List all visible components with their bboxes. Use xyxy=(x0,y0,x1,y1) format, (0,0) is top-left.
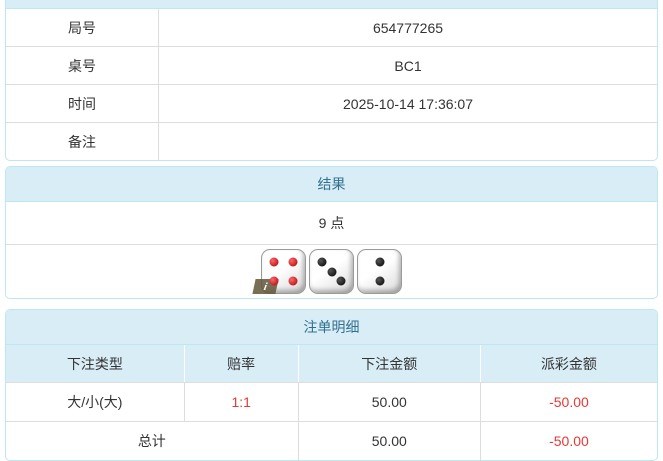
die-icon: i xyxy=(252,249,306,294)
bet-details-title: 注单明细 xyxy=(6,310,657,345)
dice-row: i xyxy=(6,244,657,298)
time-value: 2025-10-14 17:36:07 xyxy=(343,95,473,112)
total-row: 总计 50.00 -50.00 xyxy=(6,421,657,460)
col-bet-amount: 下注金额 xyxy=(297,345,480,382)
result-points: 9 点 xyxy=(318,215,345,231)
payout-amount-value: -50.00 xyxy=(479,383,657,421)
round-id-value: 654777265 xyxy=(372,19,444,36)
table-header-strip xyxy=(6,0,657,9)
result-panel-title: 结果 xyxy=(6,167,657,202)
col-bet-type: 下注类型 xyxy=(66,355,123,372)
result-panel: 结果 9 点 i xyxy=(5,166,658,299)
die-icon xyxy=(357,249,402,294)
remark-value xyxy=(159,123,657,160)
time-label: 时间 xyxy=(6,85,159,122)
odds-value: 1:1 xyxy=(183,383,298,421)
bet-table-header: 下注类型 赔率 下注金额 派彩金额 xyxy=(6,345,657,383)
total-payout-amount: -50.00 xyxy=(479,422,657,460)
round-id-label: 局号 xyxy=(6,9,159,46)
col-odds: 赔率 xyxy=(183,345,298,382)
remark-label: 备注 xyxy=(6,123,159,160)
bet-amount-value: 50.00 xyxy=(297,383,480,421)
bet-details-panel: 注单明细 下注类型 赔率 下注金额 派彩金额 大/小(大) 1:1 50.00 … xyxy=(5,309,658,461)
bet-row: 大/小(大) 1:1 50.00 -50.00 xyxy=(6,383,657,421)
round-info-panel: 局号 654777265 桌号 BC1 时间 2025-10-14 17:36:… xyxy=(5,0,658,161)
table-row: 桌号 BC1 xyxy=(6,46,657,84)
table-row: 局号 654777265 xyxy=(6,9,657,46)
table-row: 时间 2025-10-14 17:36:07 xyxy=(6,84,657,122)
total-bet-amount: 50.00 xyxy=(297,422,480,460)
table-id-value: BC1 xyxy=(394,57,422,74)
table-id-label: 桌号 xyxy=(6,47,159,84)
total-label: 总计 xyxy=(137,433,166,449)
col-payout-amount: 派彩金额 xyxy=(479,345,657,382)
table-row: 备注 xyxy=(6,122,657,160)
bet-type-value: 大/小(大) xyxy=(67,394,123,410)
die-icon xyxy=(309,249,354,294)
